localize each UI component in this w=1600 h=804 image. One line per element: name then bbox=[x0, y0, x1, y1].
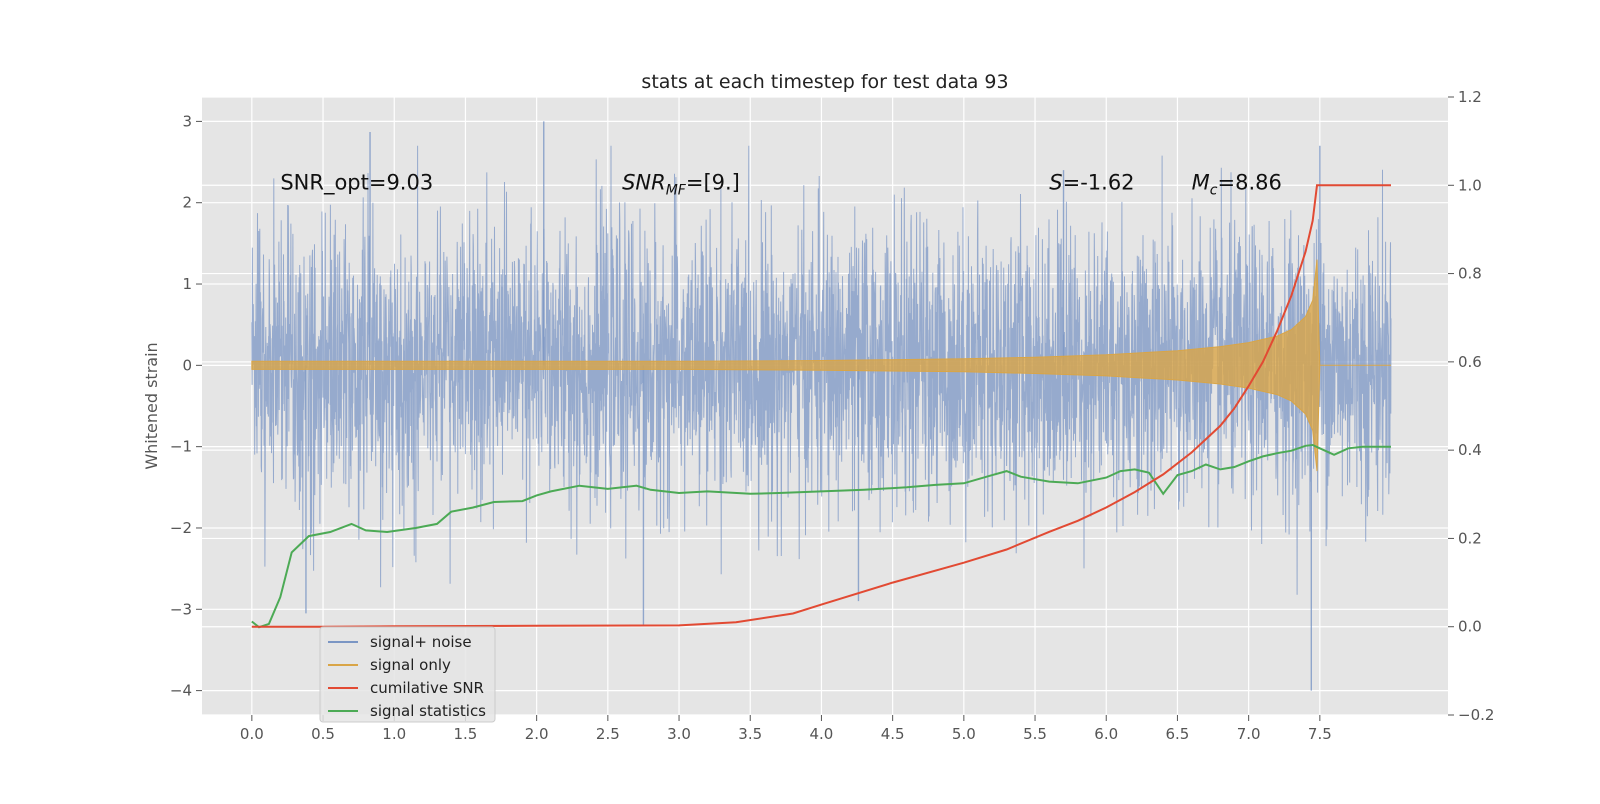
legend-label: signal+ noise bbox=[370, 633, 472, 651]
y-tick-label: 1 bbox=[182, 275, 192, 293]
x-tick-label: 1.5 bbox=[454, 725, 478, 743]
annotation-3: Mc=8.86 bbox=[1192, 170, 1282, 198]
y-tick-label: −3 bbox=[170, 600, 192, 618]
chart-title: stats at each timestep for test data 93 bbox=[641, 71, 1008, 93]
y-axis-right: −0.2 0.0 0.2 0.4 0.6 0.8 1.0 1.2 bbox=[1448, 88, 1494, 724]
signal-statistics-series bbox=[251, 443, 1391, 629]
x-tick-label: 0.0 bbox=[240, 725, 264, 743]
x-tick-label: 1.0 bbox=[382, 725, 406, 743]
x-tick-label: 0.5 bbox=[311, 725, 335, 743]
x-tick-label: 7.0 bbox=[1237, 725, 1261, 743]
annotation-2: S=-1.62 bbox=[1049, 170, 1134, 194]
y-axis-left: −4 −3 −2 −1 0 1 2 3 bbox=[170, 112, 202, 700]
y2-tick-label: −0.2 bbox=[1458, 706, 1494, 724]
legend-box bbox=[319, 626, 496, 723]
y2-tick-label: 0.2 bbox=[1458, 529, 1482, 547]
y-tick-label: −1 bbox=[170, 438, 192, 456]
x-tick-label: 6.5 bbox=[1166, 725, 1190, 743]
y2-tick-label: 0.8 bbox=[1458, 265, 1482, 283]
x-tick-label: 3.0 bbox=[667, 725, 691, 743]
signal-only-series bbox=[251, 259, 1391, 472]
x-tick-label: 7.5 bbox=[1308, 725, 1332, 743]
x-tick-label: 4.0 bbox=[810, 725, 834, 743]
annotations: SNR_opt=9.03 SNRMF=[9.] S=-1.62 Mc=8.86 bbox=[280, 170, 1282, 198]
y-tick-label: −4 bbox=[170, 682, 192, 700]
y2-tick-label: 1.0 bbox=[1458, 176, 1482, 194]
y-axis-label: Whitened strain bbox=[142, 342, 161, 469]
signal-only-envelope bbox=[251, 259, 1391, 472]
x-tick-label: 4.5 bbox=[881, 725, 905, 743]
signal-statistics-line bbox=[251, 443, 1391, 629]
legend-label: signal statistics bbox=[370, 702, 486, 720]
x-tick-label: 2.0 bbox=[525, 725, 549, 743]
x-axis: 0.0 0.5 1.0 1.5 2.0 2.5 3.0 3.5 4.0 4.5 5.0 5.5 6.0 6… bbox=[240, 715, 1332, 743]
x-tick-label: 2.5 bbox=[596, 725, 620, 743]
x-tick-label: 5.0 bbox=[952, 725, 976, 743]
y2-tick-label: 1.2 bbox=[1458, 88, 1482, 106]
y2-tick-label: 0.6 bbox=[1458, 353, 1482, 371]
x-tick-label: 5.5 bbox=[1023, 725, 1047, 743]
cumulative-snr-line bbox=[251, 184, 1391, 628]
annotation-0: SNR_opt=9.03 bbox=[280, 170, 433, 195]
y-tick-label: −2 bbox=[170, 519, 192, 537]
signal-noise-series bbox=[251, 121, 1392, 691]
signal-noise-line bbox=[251, 145, 1392, 595]
y2-tick-label: 0.0 bbox=[1458, 618, 1482, 636]
y-tick-label: 0 bbox=[182, 356, 192, 374]
cumulative-snr-series bbox=[251, 184, 1391, 628]
legend-label: signal only bbox=[370, 656, 451, 674]
x-tick-label: 6.0 bbox=[1094, 725, 1118, 743]
annotation-1: SNRMF=[9.] bbox=[622, 170, 740, 198]
y-tick-label: 2 bbox=[182, 194, 192, 212]
legend: signal+ noise signal only cumilative SNR si… bbox=[319, 626, 496, 723]
y-tick-label: 3 bbox=[182, 112, 192, 130]
x-tick-label: 3.5 bbox=[738, 725, 762, 743]
y2-tick-label: 0.4 bbox=[1458, 441, 1482, 459]
legend-label: cumilative SNR bbox=[370, 679, 484, 697]
